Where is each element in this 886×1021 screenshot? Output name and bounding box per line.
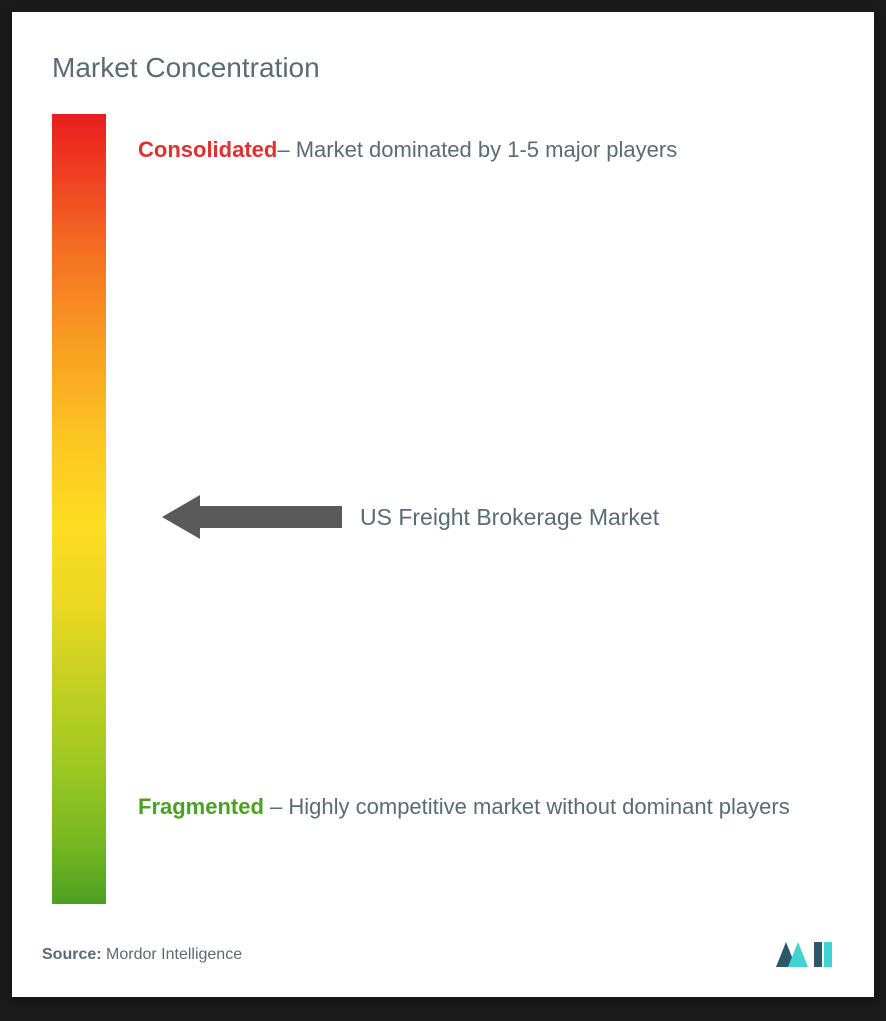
- page-title: Market Concentration: [52, 52, 834, 84]
- consolidated-keyword: Consolidated: [138, 137, 277, 162]
- fragmented-keyword: Fragmented: [138, 794, 264, 819]
- source-name: Mordor Intelligence: [102, 946, 243, 963]
- footer: Source: Mordor Intelligence: [42, 937, 844, 972]
- mordor-logo-icon: [774, 937, 844, 972]
- fragmented-label: Fragmented – Highly competitive market w…: [138, 776, 814, 838]
- consolidated-description: – Market dominated by 1-5 major players: [277, 137, 677, 162]
- labels-area: Consolidated– Market dominated by 1-5 ma…: [106, 114, 834, 914]
- source-attribution: Source: Mordor Intelligence: [42, 946, 242, 964]
- source-label: Source:: [42, 946, 102, 963]
- market-position-marker: US Freight Brokerage Market: [162, 492, 659, 542]
- consolidated-label: Consolidated– Market dominated by 1-5 ma…: [138, 119, 814, 181]
- arrow-icon: [162, 492, 342, 542]
- market-name-label: US Freight Brokerage Market: [360, 500, 659, 535]
- concentration-gradient-bar: [52, 114, 106, 904]
- fragmented-description: – Highly competitive market without domi…: [264, 794, 790, 819]
- content-area: Consolidated– Market dominated by 1-5 ma…: [52, 114, 834, 914]
- infographic-container: Market Concentration Consolidated– Marke…: [12, 12, 874, 997]
